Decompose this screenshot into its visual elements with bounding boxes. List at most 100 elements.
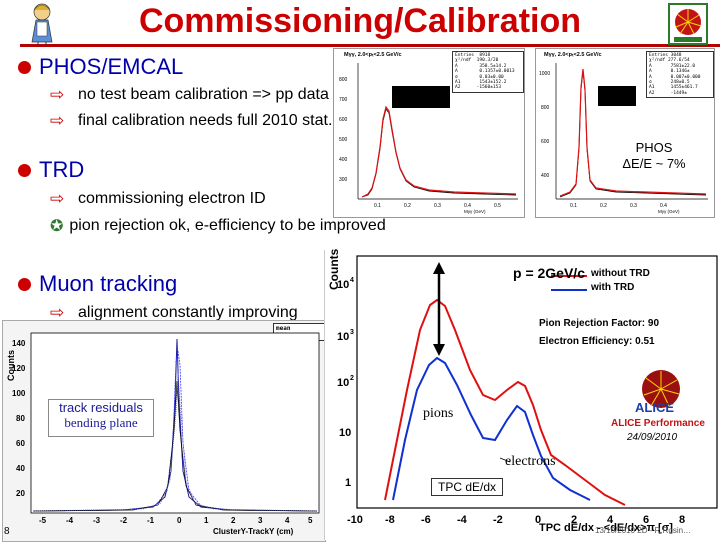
y-tick: 300: [339, 177, 348, 183]
pions-label: pions: [423, 406, 454, 421]
phos-label-line1: PHOS: [635, 140, 673, 155]
alice-performance-label: ALICE Performance: [611, 418, 705, 429]
phos-resolution-label: PHOS ΔE/E ~ 7%: [610, 140, 698, 172]
residuals-annotation-box: track residuals bending plane: [48, 399, 154, 437]
x-tick: -3: [93, 516, 101, 525]
y-tick: 700: [339, 97, 348, 103]
pion-rejection-text: Pion Rejection Factor: 90: [539, 318, 660, 329]
alice-logo-icon: [642, 370, 680, 408]
y-tick: 10: [337, 279, 349, 291]
x-tick: 0.4: [660, 203, 667, 209]
bullet-dot-icon: [18, 60, 31, 74]
x-tick: 3: [258, 516, 263, 525]
x-tick: 0.2: [600, 203, 607, 209]
x-tick: -4: [457, 514, 468, 526]
x-tick: 0.4: [464, 203, 471, 209]
hollow-arrow-icon: ⇨: [50, 85, 65, 104]
y-tick: 10: [337, 331, 349, 343]
phos-right-plot: Mγγ, 2.0<pₜ<2.5 GeV/c Entries 3048 χ²/nd…: [535, 48, 715, 218]
y-tick: 140: [12, 339, 26, 348]
tpc-dedx-label: TPC dE/dx: [431, 478, 504, 496]
hollow-arrow-icon: ⇨: [50, 111, 65, 130]
x-tick: 1: [204, 516, 209, 525]
x-tick: 0: [177, 516, 182, 525]
x-tick: 6: [643, 514, 649, 526]
page-number: 8: [4, 526, 10, 537]
x-tick: -8: [385, 514, 395, 526]
y-tick-exp: 4: [350, 277, 354, 284]
x-axis-label: Mγγ (GeV): [464, 209, 486, 214]
y-tick: 800: [541, 105, 550, 111]
hollow-arrow-icon: ⇨: [50, 303, 65, 322]
legend-without-trd: without TRD: [591, 268, 650, 279]
title-divider: [20, 44, 720, 47]
x-tick: -2: [493, 514, 503, 526]
x-tick: -1: [147, 516, 155, 525]
y-tick: 80: [16, 414, 25, 423]
x-tick: 0: [535, 514, 541, 526]
x-tick: 4: [285, 516, 290, 525]
sub-bullet: ⇨ final calibration needs full 2010 stat…: [50, 111, 332, 131]
y-tick: 600: [339, 117, 348, 123]
x-tick: 0.1: [374, 203, 381, 209]
electrons-label: electrons: [505, 454, 556, 469]
cartoon-logo-icon: [31, 3, 53, 46]
hollow-arrow-icon: ⇨: [50, 189, 65, 208]
y-tick: 500: [339, 137, 348, 143]
sub-bullet-label: alignment constantly improving: [78, 304, 298, 321]
y-tick: 100: [12, 389, 26, 398]
sub-bullet: ⇨ alignment constantly improving: [50, 303, 298, 323]
alice-date: 24/09/2010: [627, 432, 678, 443]
sub-bullet-label: final calibration needs full 2010 stat.: [78, 112, 333, 129]
bullet-label: PHOS/EMCAL: [39, 54, 184, 79]
x-tick: 0.3: [630, 203, 637, 209]
bullet-dot-icon: [18, 163, 31, 177]
legend-with-trd: with TRD: [591, 282, 635, 293]
phos-left-histogram: 800 700 600 500 400 300 0.1 0.2 0.3 0.4 0.5: [339, 63, 518, 209]
x-tick: 0.2: [404, 203, 411, 209]
sub-bullet: ⇨ commissioning electron ID: [50, 189, 266, 209]
sub-bullet: ⇨ no test beam calibration => pp data: [50, 85, 329, 105]
electron-efficiency-text: Electron Efficiency: 0.51: [539, 336, 655, 347]
y-tick: 10: [337, 377, 349, 389]
bullet-phos-emcal: PHOS/EMCAL: [18, 54, 183, 80]
plot-title: Mγγ, 2.0<pₜ<2.5 GeV/c: [344, 52, 402, 58]
alice-logo-text: ALICE: [635, 400, 674, 415]
x-axis-label: Mγγ (GeV): [658, 209, 680, 214]
x-tick: 0.5: [494, 203, 501, 209]
muon-residuals-plot: Counts mean RMS 140 120 100 80 60 40 20 …: [2, 320, 326, 542]
bullet-trd: TRD: [18, 157, 84, 183]
y-tick-exp: 3: [350, 329, 354, 336]
bullet-muon-tracking: Muon tracking: [18, 271, 177, 297]
y-tick: 10: [339, 427, 351, 439]
y-tick-exp: 2: [350, 375, 354, 382]
y-tick: 60: [16, 439, 25, 448]
sub-bullet-label: commissioning electron ID: [78, 190, 266, 207]
y-tick: 400: [541, 173, 550, 179]
phos-right-histogram: 1000 800 600 400 0.1 0.2 0.3 0.4: [539, 63, 708, 209]
footer-text: 13/10/2010 2D - R.Rosin…: [595, 526, 692, 535]
y-tick: 1: [345, 477, 351, 489]
phos-label-line2: ΔE/E ~ 7%: [622, 156, 686, 171]
x-tick: 0.1: [570, 203, 577, 209]
redaction-box: [392, 86, 450, 108]
stats-box: Entries 8918 χ²/ndf 190.3/20 A 358.5±14.…: [452, 51, 524, 93]
x-tick: -10: [347, 514, 363, 526]
x-tick: 2: [571, 514, 577, 526]
phos-left-plot: Mγγ, 2.0<pₜ<2.5 GeV/c Entries 8918 χ²/nd…: [333, 48, 525, 218]
x-tick: -4: [66, 516, 74, 525]
trd-pion-rejection-plot: Counts 10 4 10 3 10 2 10 1 -10 -8 -6 -4 -2 …: [324, 249, 720, 540]
x-tick: -5: [39, 516, 47, 525]
alice-emblem-icon: [668, 3, 708, 45]
sub-sub-bullet: ✪ pion rejection ok, e-efficiency to be …: [50, 216, 386, 236]
stats-box: Entries 3048 χ²/ndf 277.6/54 A 7581±22.0…: [646, 51, 714, 99]
star-bullet-icon: ✪: [50, 218, 64, 235]
slide-title: Commissioning/Calibration: [138, 2, 582, 40]
momentum-label: p = 2GeV/c: [513, 265, 585, 281]
bullet-label: Muon tracking: [39, 271, 178, 296]
x-tick: 5: [308, 516, 313, 525]
x-tick: 8: [679, 514, 685, 526]
x-tick: 4: [607, 514, 614, 526]
x-axis-label: ClusterY-TrackY (cm): [213, 527, 294, 536]
y-tick: 600: [541, 139, 550, 145]
